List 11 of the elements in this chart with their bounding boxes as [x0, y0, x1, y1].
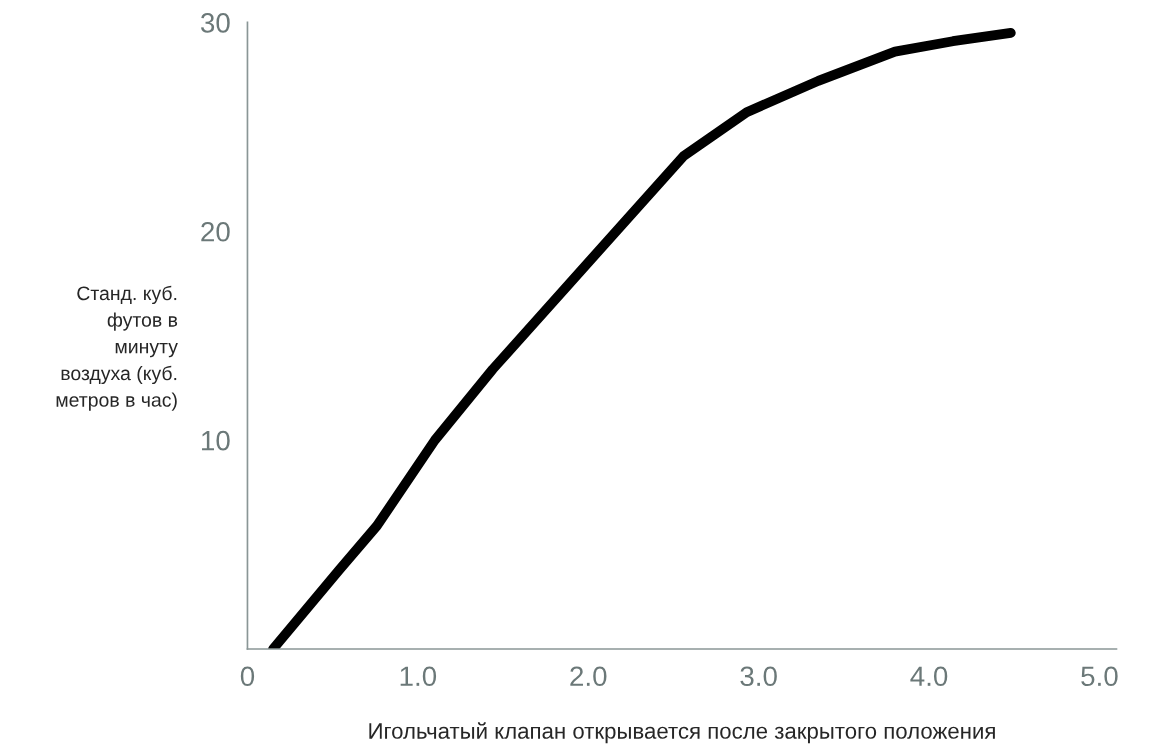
x-axis-title: Игольчатый клапан открывается после закрытого положения — [369, 722, 995, 744]
x-tick-label: 2.0 — [570, 666, 607, 687]
x-tick-label: 0 — [240, 666, 255, 687]
y-tick-label: 10 — [202, 430, 230, 451]
x-tick-label: 1.0 — [400, 666, 437, 687]
x-tick-label: 4.0 — [910, 666, 948, 687]
y-tick-label: 30 — [200, 13, 230, 33]
x-tick-label: 5.0 — [1081, 666, 1118, 687]
x-tick-label: 3.0 — [740, 666, 777, 687]
y-axis-title: Станд. куб. футов в минуту воздуха (куб. метров в час) — [56, 285, 178, 411]
y-tick-label: 20 — [201, 221, 230, 242]
